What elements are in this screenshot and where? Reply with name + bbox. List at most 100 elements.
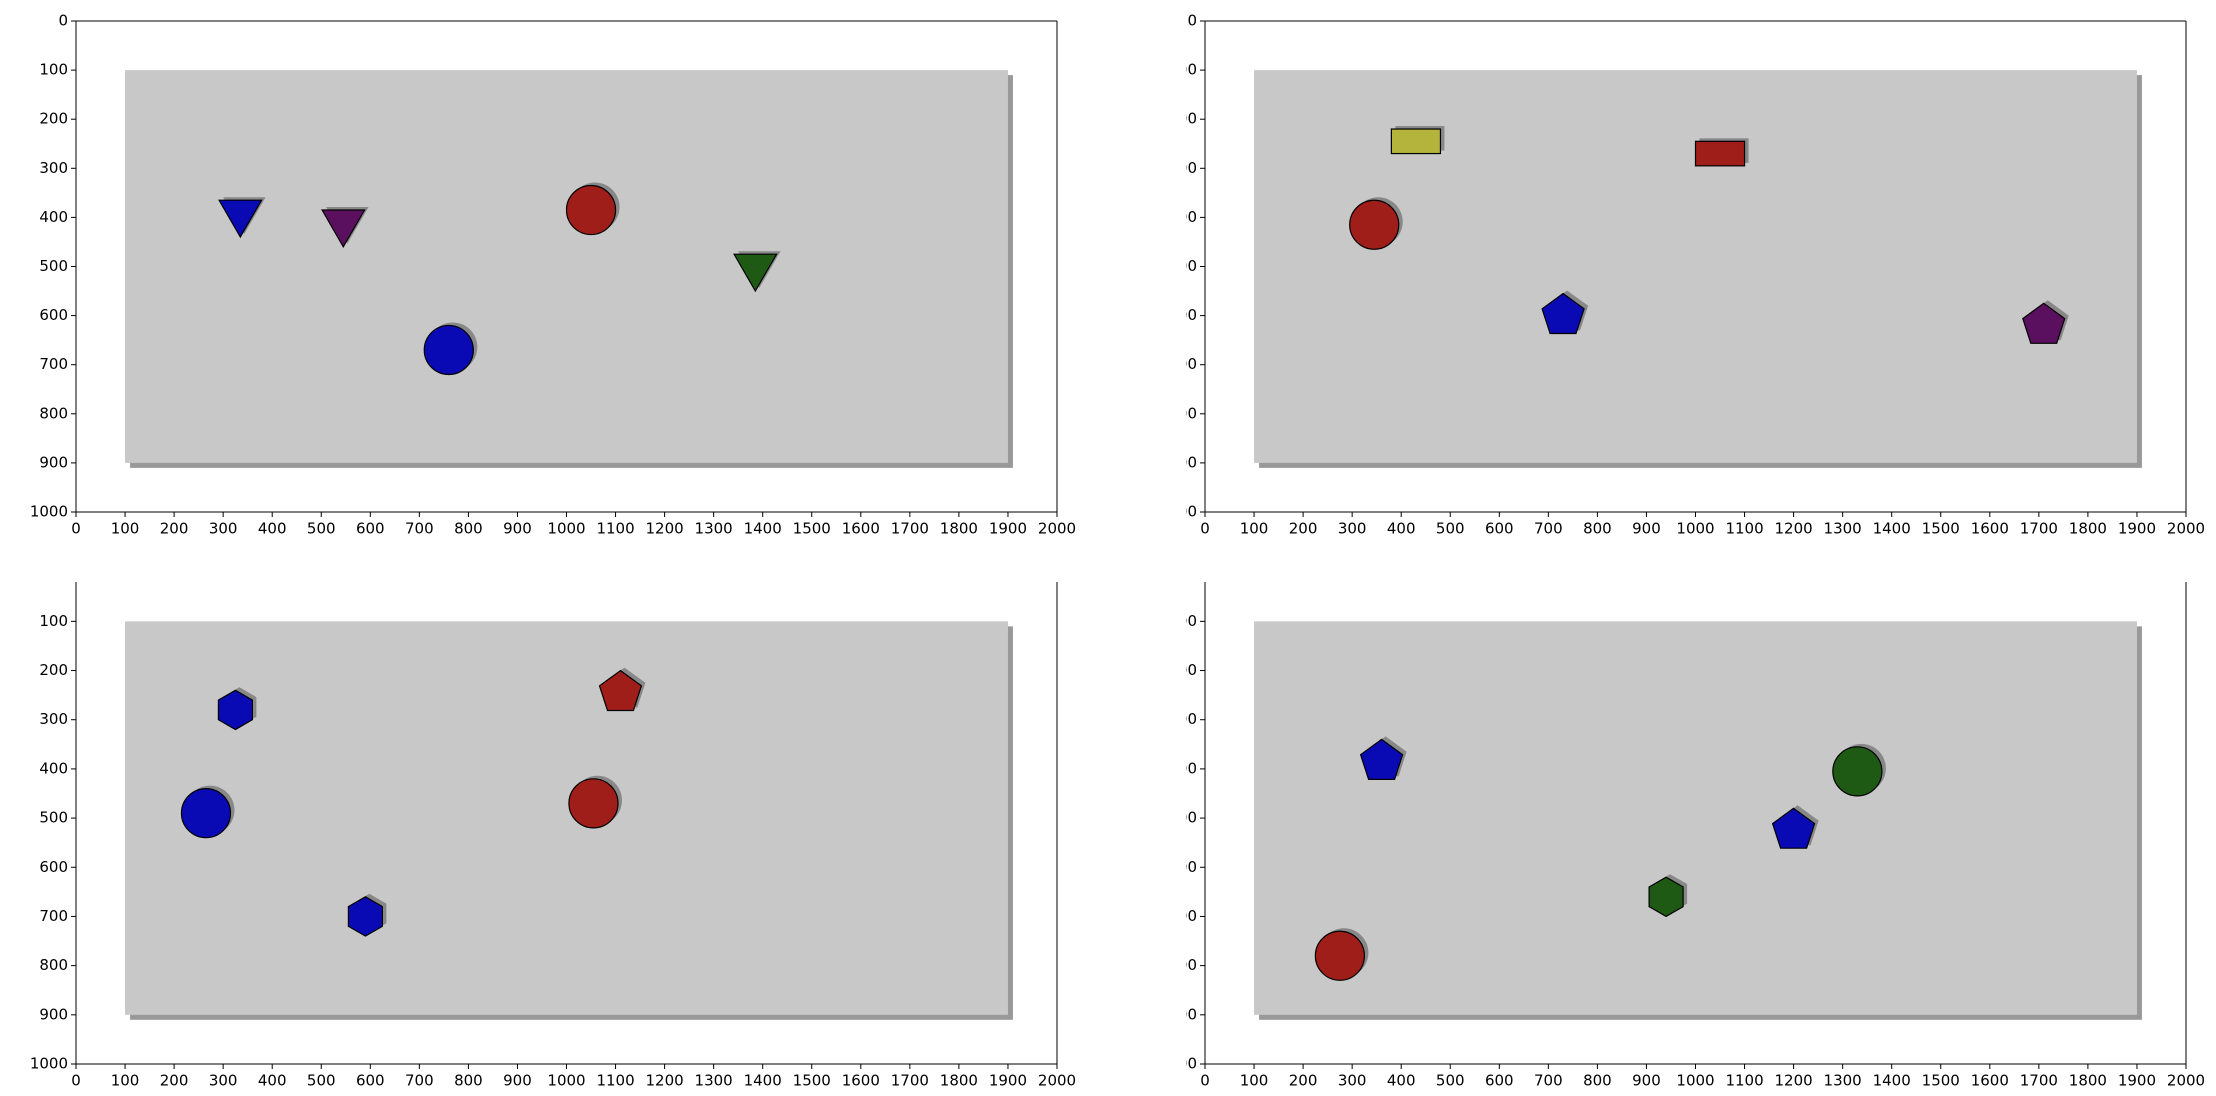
x-tick-label: 500 <box>307 520 336 538</box>
x-tick-label: 100 <box>111 520 140 538</box>
y-tick-label: 700 <box>39 355 68 373</box>
circle-marker <box>1349 199 1400 250</box>
x-tick-label: 1300 <box>1824 520 1862 538</box>
pentagon-marker <box>1541 292 1585 335</box>
y-tick-labels: 100 200 300 400 500 600 700 800 900 1000 <box>1159 612 1197 1073</box>
y-tick-label: 200 <box>1168 661 1197 679</box>
rect-marker <box>1694 140 1746 167</box>
x-tick-label: 300 <box>209 520 238 538</box>
x-tick-label: 0 <box>1200 1072 1210 1090</box>
triangle-marker <box>321 209 366 248</box>
x-tick-label: 500 <box>307 1072 336 1090</box>
y-tick-label: 500 <box>39 257 68 275</box>
x-tick-label: 2000 <box>2167 520 2205 538</box>
panel <box>1254 621 2137 1015</box>
y-tick-label: 1000 <box>1159 1055 1197 1073</box>
y-tick-label: 900 <box>39 1005 68 1023</box>
x-tick-label: 300 <box>1338 1072 1367 1090</box>
y-tick-label: 300 <box>1168 159 1197 177</box>
x-tick-label: 800 <box>454 1072 483 1090</box>
x-tick-label: 2000 <box>1038 520 1076 538</box>
x-tick-label: 1300 <box>695 520 733 538</box>
y-tick-label: 600 <box>1168 858 1197 876</box>
hexagon-marker <box>347 896 383 937</box>
y-tick-label: 300 <box>1168 710 1197 728</box>
x-tick-label: 1500 <box>1922 520 1960 538</box>
x-tick-label: 200 <box>1289 1072 1318 1090</box>
axes: 0 100 200 300 400 500 600 700 800 900 1000 1100 1200… <box>30 582 1076 1090</box>
y-tick-label: 700 <box>1168 907 1197 925</box>
x-tick-label: 1800 <box>2069 520 2107 538</box>
y-tick-label: 1000 <box>1159 503 1197 521</box>
x-tick-label: 0 <box>71 520 81 538</box>
rect-marker <box>1390 128 1442 155</box>
x-tick-label: 1400 <box>744 1072 782 1090</box>
y-tick-label: 900 <box>1168 1005 1197 1023</box>
pentagon-marker <box>1359 738 1404 781</box>
x-tick-label: 1000 <box>1676 1072 1714 1090</box>
x-tick-label: 1600 <box>1971 1072 2009 1090</box>
x-tick-label: 1900 <box>989 1072 1027 1090</box>
x-tick-label: 1300 <box>695 1072 733 1090</box>
x-tick-label: 1500 <box>793 520 831 538</box>
y-tick-label: 1000 <box>30 1055 68 1073</box>
y-tick-label: 700 <box>39 907 68 925</box>
x-tick-label: 200 <box>160 1072 189 1090</box>
x-tick-label: 700 <box>1534 520 1563 538</box>
y-tick-label: 700 <box>1168 355 1197 373</box>
axes: 0 100 200 300 400 500 600 700 800 900 1000 1100 1200… <box>1159 582 2205 1090</box>
x-tick-label: 800 <box>1583 1072 1612 1090</box>
hexagon-marker <box>1648 876 1684 918</box>
x-tick-label: 1800 <box>2069 1072 2107 1090</box>
x-tick-label: 1500 <box>1922 1072 1960 1090</box>
y-tick-label: 800 <box>1168 956 1197 974</box>
x-tick-label: 800 <box>454 520 483 538</box>
y-tick-label: 200 <box>1168 110 1197 128</box>
y-tick-labels: 0 100 200 300 400 500 600 700 800 900 1000 <box>1159 12 1197 521</box>
y-tick-label: 300 <box>39 710 68 728</box>
x-tick-label: 1900 <box>2118 1072 2156 1090</box>
y-tick-label: 500 <box>39 809 68 827</box>
y-tick-label: 100 <box>39 612 68 630</box>
x-tick-label: 1500 <box>793 1072 831 1090</box>
x-tick-label: 600 <box>1485 520 1514 538</box>
x-tick-label: 400 <box>1387 520 1416 538</box>
x-tick-label: 1100 <box>1725 520 1763 538</box>
y-tick-label: 100 <box>1168 61 1197 79</box>
x-tick-label: 1900 <box>989 520 1027 538</box>
circle-marker <box>1314 930 1366 981</box>
y-tick-label: 300 <box>39 159 68 177</box>
x-tick-label: 400 <box>258 520 287 538</box>
x-tick-label: 1600 <box>842 520 880 538</box>
x-tick-label: 600 <box>356 1072 385 1090</box>
hexagon-marker <box>217 689 253 731</box>
x-tick-label: 1800 <box>940 520 978 538</box>
x-tick-label: 2000 <box>2167 1072 2205 1090</box>
x-tick-label: 1700 <box>891 1072 929 1090</box>
x-tick-label: 600 <box>356 520 385 538</box>
circle-marker <box>565 184 617 236</box>
axes: 0 100 200 300 400 500 600 700 800 900 1000 1100 1200… <box>1159 12 2205 538</box>
circle-marker <box>568 778 619 829</box>
x-tick-label: 1700 <box>2020 1072 2058 1090</box>
x-tick-label: 700 <box>405 520 434 538</box>
x-tick-label: 900 <box>1632 1072 1661 1090</box>
y-tick-label: 200 <box>39 110 68 128</box>
circle-marker <box>180 788 232 839</box>
panel <box>125 70 1008 463</box>
x-tick-label: 100 <box>111 1072 140 1090</box>
x-tick-label: 200 <box>1289 520 1318 538</box>
x-tick-label: 100 <box>1240 1072 1269 1090</box>
x-tick-label: 1700 <box>891 520 929 538</box>
y-tick-label: 800 <box>1168 404 1197 422</box>
x-tick-label: 1300 <box>1824 1072 1862 1090</box>
circle-marker <box>423 324 474 376</box>
triangle-marker <box>733 253 778 293</box>
axes: 0 100 200 300 400 500 600 700 800 900 1000 1100 1200… <box>30 12 1076 538</box>
x-tick-label: 300 <box>209 1072 238 1090</box>
x-tick-label: 1600 <box>1971 520 2009 538</box>
x-tick-label: 200 <box>160 520 189 538</box>
y-tick-label: 800 <box>39 404 68 422</box>
